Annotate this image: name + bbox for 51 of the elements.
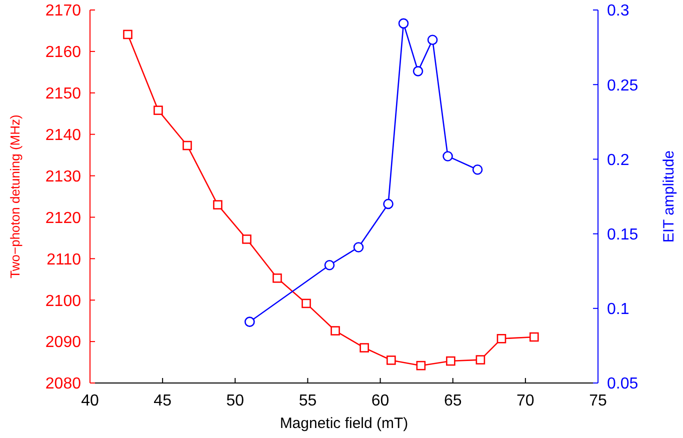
- point: [272, 273, 282, 283]
- y-tick-label: 2170: [45, 2, 82, 20]
- y-tick-label: 2120: [45, 210, 82, 227]
- point: [324, 260, 335, 270]
- y-tick-label: 2080: [45, 376, 82, 393]
- y-tick-label: 2150: [45, 86, 82, 103]
- point: [330, 326, 340, 336]
- x-tick-label: 65: [444, 392, 462, 410]
- point: [154, 106, 163, 115]
- y2-tick-label: 0.2: [607, 152, 630, 169]
- point: [496, 334, 506, 344]
- y2-axis-title: EIT amplitude: [660, 150, 678, 243]
- point: [182, 140, 192, 150]
- y-tick-label: 2140: [45, 127, 82, 144]
- y-tick-label: 2100: [45, 292, 82, 310]
- x-tick-label: 45: [154, 392, 172, 410]
- x-tick-label: 75: [589, 392, 607, 410]
- y-tick-label: 2090: [45, 334, 82, 352]
- y-axis-title: Two−photon detuning (MHz): [8, 114, 23, 278]
- point: [398, 18, 409, 29]
- point: [360, 343, 369, 352]
- x-tick-label: 55: [298, 392, 317, 410]
- point: [244, 316, 255, 327]
- point: [383, 198, 394, 210]
- x-tick-label: 50: [226, 392, 244, 410]
- y2-tick-label: 0.05: [607, 376, 638, 393]
- point: [242, 234, 252, 244]
- x-tick-label: 40: [81, 392, 99, 410]
- point: [386, 356, 396, 365]
- y2-tick-label: 0.25: [607, 77, 638, 94]
- point: [529, 332, 539, 342]
- point: [353, 242, 364, 252]
- point: [123, 30, 132, 40]
- point: [213, 200, 222, 210]
- point: [472, 164, 483, 175]
- y-tick-label: 2130: [45, 168, 82, 186]
- y2-tick-label: 0.1: [607, 301, 630, 318]
- y-tick-label: 2110: [46, 251, 82, 268]
- point: [476, 355, 486, 364]
- y2-tick-label: 0.3: [607, 2, 630, 20]
- y-tick-label: 2160: [45, 44, 82, 62]
- point: [302, 298, 311, 308]
- point: [412, 66, 424, 76]
- point: [446, 356, 456, 366]
- point: [427, 34, 438, 45]
- y2-tick-label: 0.15: [607, 226, 638, 244]
- x-axis-title: Magnetic field (mT): [280, 415, 408, 432]
- x-tick-label: 60: [371, 392, 390, 410]
- point: [416, 360, 426, 370]
- point: [442, 151, 453, 162]
- x-tick-label: 70: [516, 392, 534, 410]
